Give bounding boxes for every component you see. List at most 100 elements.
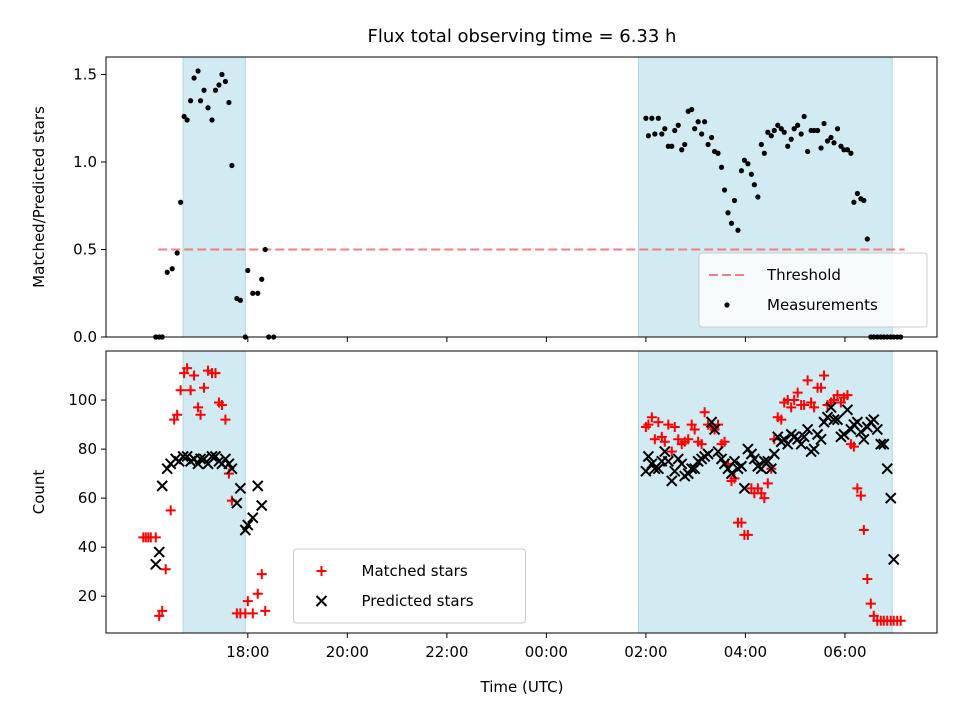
data-point-matched [858, 525, 869, 536]
data-point-predicted [652, 462, 665, 475]
data-point-predicted [855, 426, 867, 438]
data-point [721, 187, 728, 193]
x-tick-label: 06:00 [823, 643, 866, 661]
data-point [788, 136, 794, 142]
data-point-matched [776, 414, 787, 425]
x-tick-label: 18:00 [226, 643, 269, 661]
data-point-predicted [828, 413, 840, 426]
data-point-matched [683, 434, 694, 445]
data-point-predicted [226, 462, 238, 475]
data-point [854, 190, 860, 197]
data-point-predicted [702, 448, 714, 460]
data-point [255, 290, 261, 296]
data-point-matched [150, 532, 161, 543]
y-tick-label: 0.5 [73, 241, 97, 259]
data-point-matched [759, 493, 770, 504]
data-point [191, 75, 197, 81]
data-point [222, 78, 229, 85]
plot-frame [105, 56, 938, 338]
data-point-predicted [688, 462, 701, 475]
data-point-matched [653, 417, 664, 428]
data-point [745, 161, 751, 167]
data-point-matched [185, 385, 196, 396]
data-point [728, 220, 735, 226]
data-point [715, 150, 721, 156]
data-point-predicted [772, 431, 784, 443]
data-point [229, 162, 235, 169]
data-point-predicted [868, 413, 880, 426]
data-point-matched [855, 490, 866, 501]
y-tick-label: 60 [78, 489, 97, 507]
data-point-predicted [662, 455, 675, 468]
data-point-predicted [231, 497, 243, 509]
data-point-predicted [875, 438, 887, 450]
data-point [226, 99, 232, 106]
data-point-matched [729, 473, 740, 484]
data-point-predicted [808, 443, 820, 455]
data-point [831, 140, 837, 146]
data-point-predicted [242, 519, 254, 531]
data-point-predicted [725, 467, 738, 480]
data-point-matched [789, 395, 800, 406]
data-point [209, 117, 215, 123]
data-point-matched [669, 422, 680, 433]
data-point [692, 126, 698, 132]
data-point [738, 168, 745, 174]
data-point-predicted [705, 416, 718, 428]
data-point-predicted [181, 450, 193, 463]
data-point [187, 98, 194, 104]
data-point-matched [157, 605, 168, 616]
data-point-predicted [738, 482, 751, 495]
data-point [245, 267, 251, 274]
data-point [164, 269, 170, 275]
legend-label: Predicted stars [362, 592, 474, 610]
data-point [861, 197, 867, 204]
data-point-matched [193, 402, 204, 413]
data-point [755, 194, 761, 200]
plot-frame [105, 350, 938, 634]
data-point-matched [189, 370, 200, 381]
data-point-predicted [666, 475, 678, 487]
data-point [675, 122, 681, 128]
data-point [645, 133, 651, 139]
observing-window-1 [637, 350, 893, 634]
data-point-matched [809, 402, 820, 413]
data-point [718, 164, 725, 170]
data-point [851, 199, 857, 205]
data-point-predicted [795, 438, 807, 450]
data-point-matched [666, 446, 677, 457]
data-point-matched [852, 483, 863, 494]
data-point-matched [216, 399, 227, 410]
data-point [748, 171, 754, 177]
data-point-matched [848, 441, 859, 452]
data-point [682, 141, 688, 148]
data-point-matched [696, 439, 707, 450]
data-point [834, 126, 841, 132]
x-axis-label: Time (UTC) [480, 678, 564, 696]
data-point [250, 290, 256, 296]
data-point-predicted [851, 416, 864, 428]
data-point-matched [646, 412, 657, 423]
data-point [643, 115, 649, 121]
data-point-predicted [815, 433, 827, 445]
y-tick-label: 0.0 [73, 328, 97, 346]
data-point [197, 98, 204, 104]
data-point [259, 276, 265, 282]
x-tick-label: 22:00 [425, 643, 468, 661]
data-point-predicted [825, 401, 837, 414]
data-point-matched [802, 375, 813, 386]
data-point-matched [182, 363, 193, 374]
data-point-matched [816, 382, 827, 393]
data-point-matched [842, 390, 853, 401]
data-point [725, 210, 731, 216]
data-point-predicted [682, 467, 694, 480]
data-point [775, 122, 781, 128]
data-point-matched [195, 409, 206, 420]
data-point-predicted [642, 450, 655, 463]
data-point-predicted [791, 433, 804, 445]
y-tick-label: 20 [78, 587, 97, 605]
data-point-predicted [878, 438, 890, 450]
data-point-predicted [676, 458, 688, 470]
data-point-matched [247, 608, 258, 619]
data-point [848, 150, 854, 156]
